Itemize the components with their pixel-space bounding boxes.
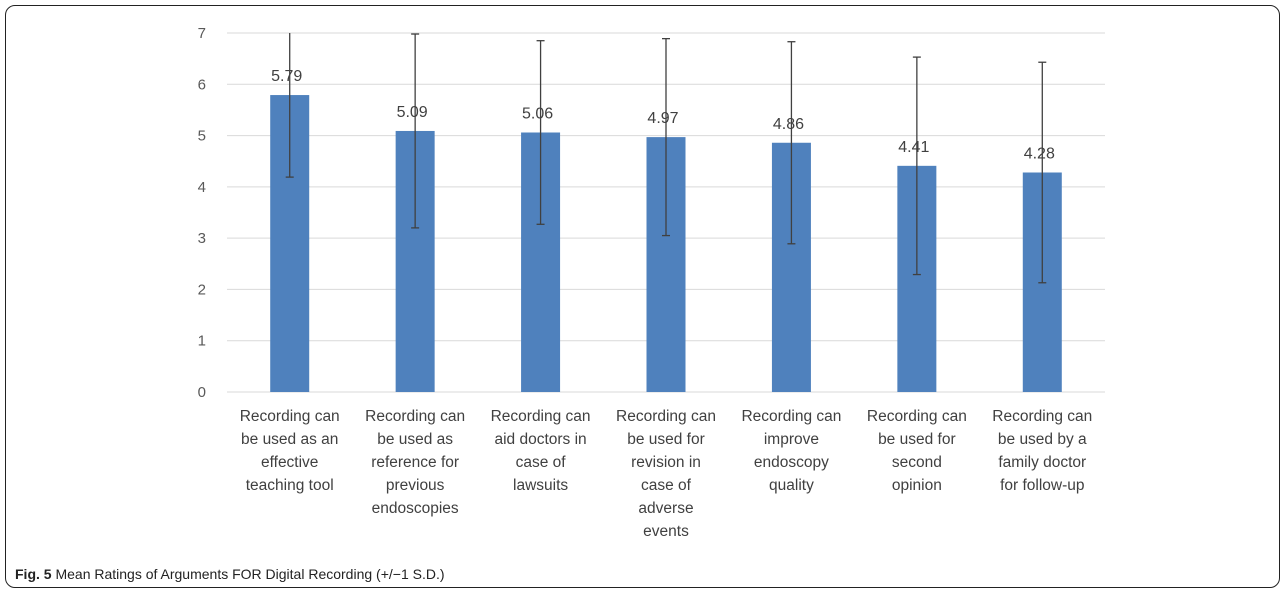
data-label: 4.97 <box>647 110 678 127</box>
data-label: 4.41 <box>898 139 929 156</box>
error-bar <box>662 37 670 237</box>
y-tick-label: 3 <box>198 230 206 247</box>
data-labels: 5.79 5.09 5.06 4.97 4.86 4.41 4.28 <box>271 68 1055 162</box>
category-label: Recording can aid doctors in case of lawsui… <box>491 408 591 494</box>
category-label: Recording can be used for second opinion <box>867 408 967 494</box>
figure-caption: Fig. 5 Mean Ratings of Arguments FOR Dig… <box>15 566 445 582</box>
y-tick-label: 5 <box>198 128 206 145</box>
error-bar <box>912 56 921 276</box>
data-label: 5.06 <box>522 105 553 122</box>
data-label: 4.28 <box>1024 145 1055 162</box>
error-bars <box>285 33 1047 284</box>
category-label: Recording can be used by a family doctor fo… <box>992 408 1092 494</box>
figure-frame <box>5 5 1280 588</box>
y-tick-label: 0 <box>198 384 206 401</box>
error-bar <box>536 40 545 225</box>
category-label: Recording can improve endoscopy quality <box>741 408 841 494</box>
error-bar <box>285 33 294 178</box>
error-bar <box>1038 61 1047 284</box>
caption-text: Mean Ratings of Arguments FOR Digital Re… <box>55 566 445 582</box>
y-tick-label: 6 <box>198 76 206 93</box>
category-labels: Recording can be used as an effective teach… <box>240 408 1093 540</box>
error-bar <box>787 41 796 245</box>
data-label: 5.09 <box>397 104 428 121</box>
y-tick-label: 7 <box>198 25 206 42</box>
data-label: 4.86 <box>773 116 804 133</box>
error-bar <box>411 33 420 229</box>
y-axis-ticks: 0 1 2 3 4 5 6 7 <box>198 25 206 401</box>
y-tick-label: 4 <box>198 179 206 196</box>
data-label: 5.79 <box>271 68 302 85</box>
category-label: Recording can be used for revision in case … <box>616 408 716 540</box>
category-label: Recording can be used as reference for prev… <box>365 408 465 517</box>
y-tick-label: 2 <box>198 281 206 298</box>
y-tick-label: 1 <box>198 333 206 350</box>
caption-label: Fig. 5 <box>15 566 52 582</box>
category-label: Recording can be used as an effective teach… <box>240 408 340 494</box>
